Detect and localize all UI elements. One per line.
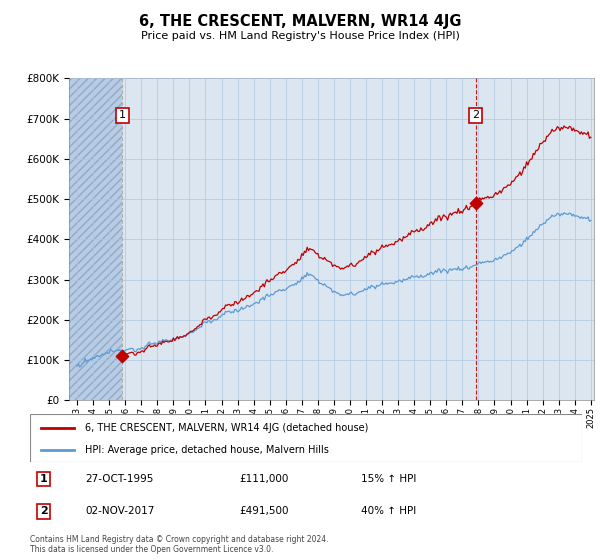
- Text: 6, THE CRESCENT, MALVERN, WR14 4JG: 6, THE CRESCENT, MALVERN, WR14 4JG: [139, 14, 461, 29]
- Text: 2: 2: [472, 110, 479, 120]
- Text: 6, THE CRESCENT, MALVERN, WR14 4JG (detached house): 6, THE CRESCENT, MALVERN, WR14 4JG (deta…: [85, 423, 368, 433]
- Text: Contains HM Land Registry data © Crown copyright and database right 2024.
This d: Contains HM Land Registry data © Crown c…: [30, 535, 329, 554]
- Bar: [69, 78, 122, 400]
- Text: 02-NOV-2017: 02-NOV-2017: [85, 506, 155, 516]
- Text: 15% ↑ HPI: 15% ↑ HPI: [361, 474, 416, 484]
- Text: Price paid vs. HM Land Registry's House Price Index (HPI): Price paid vs. HM Land Registry's House …: [140, 31, 460, 41]
- Text: 1: 1: [40, 474, 47, 484]
- FancyBboxPatch shape: [30, 414, 582, 462]
- Text: 40% ↑ HPI: 40% ↑ HPI: [361, 506, 416, 516]
- Text: 27-OCT-1995: 27-OCT-1995: [85, 474, 154, 484]
- Point: [118, 351, 127, 360]
- Text: £111,000: £111,000: [240, 474, 289, 484]
- Text: HPI: Average price, detached house, Malvern Hills: HPI: Average price, detached house, Malv…: [85, 445, 329, 455]
- Text: 2: 2: [40, 506, 47, 516]
- Point: [471, 198, 481, 207]
- Text: 1: 1: [119, 110, 126, 120]
- Text: £491,500: £491,500: [240, 506, 289, 516]
